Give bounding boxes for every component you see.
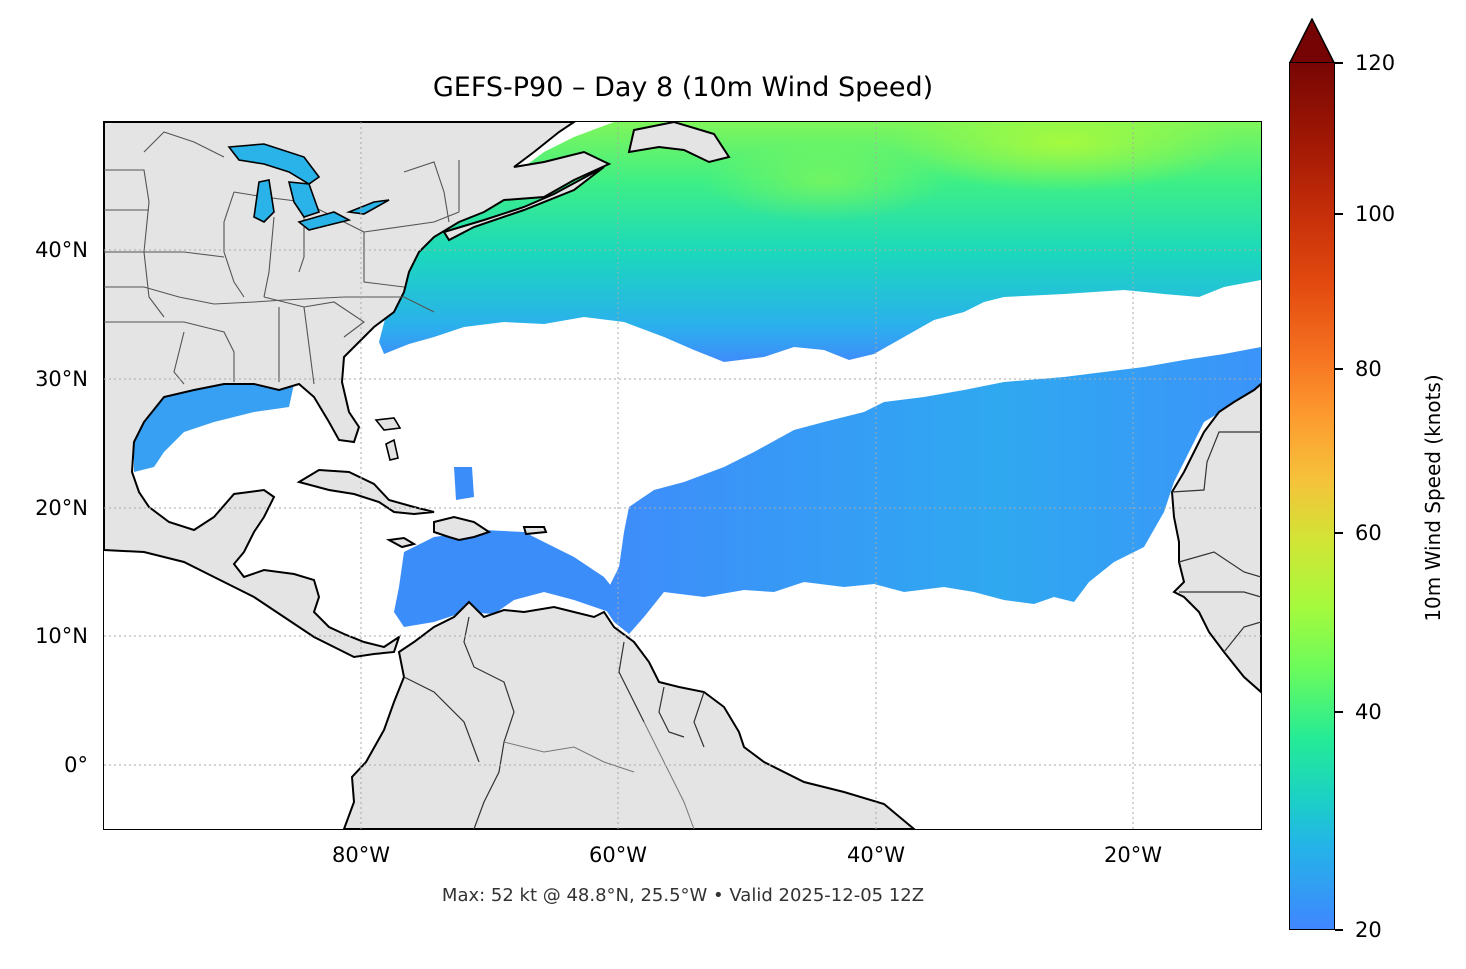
state-borders (104, 131, 460, 385)
land-africa (1170, 382, 1261, 694)
colorbar-title: 10m Wind Speed (knots) (1421, 374, 1445, 622)
wind-patch-gulf (134, 380, 294, 472)
map-canvas (104, 122, 1261, 829)
colorbar-label-100: 100 (1355, 202, 1396, 226)
map-plot-area (104, 122, 1261, 829)
colorbar-tick (1335, 929, 1343, 931)
x-tick-80w: 80°W (332, 843, 390, 867)
colorbar-label-120: 120 (1355, 51, 1396, 75)
colorbar-label-40: 40 (1355, 700, 1382, 724)
y-tick-0: 0° (64, 753, 88, 777)
y-tick-40n: 40°N (35, 238, 88, 262)
colorbar-extend-arrow-icon (1289, 18, 1335, 64)
colorbar-label-20: 20 (1355, 918, 1382, 942)
colorbar-tick (1335, 368, 1343, 370)
land-newfoundland (627, 122, 731, 164)
colorbar-label-60: 60 (1355, 521, 1382, 545)
land-north-america (104, 122, 612, 659)
land-cuba (296, 468, 435, 516)
colorbar (1289, 62, 1335, 930)
colorbar-tick (1335, 62, 1343, 64)
colorbar-tick (1335, 213, 1343, 215)
land-south-america (342, 600, 916, 829)
colorbar-label-80: 80 (1355, 357, 1382, 381)
y-tick-30n: 30°N (35, 367, 88, 391)
great-lakes (227, 143, 390, 231)
wind-patch-caribbean (394, 530, 624, 627)
wind-band-trades (604, 347, 1261, 634)
chart-title: GEFS-P90 – Day 8 (10m Wind Speed) (432, 72, 934, 103)
x-tick-20w: 20°W (1104, 843, 1162, 867)
colorbar-tick (1335, 532, 1343, 534)
y-tick-10n: 10°N (35, 624, 88, 648)
x-tick-40w: 40°W (847, 843, 905, 867)
y-tick-20n: 20°N (35, 496, 88, 520)
x-tick-60w: 60°W (589, 843, 647, 867)
max-value-footer: Max: 52 kt @ 48.8°N, 25.5°W • Valid 2025… (441, 885, 925, 906)
land-hispaniola (433, 515, 492, 542)
colorbar-tick (1335, 711, 1343, 713)
